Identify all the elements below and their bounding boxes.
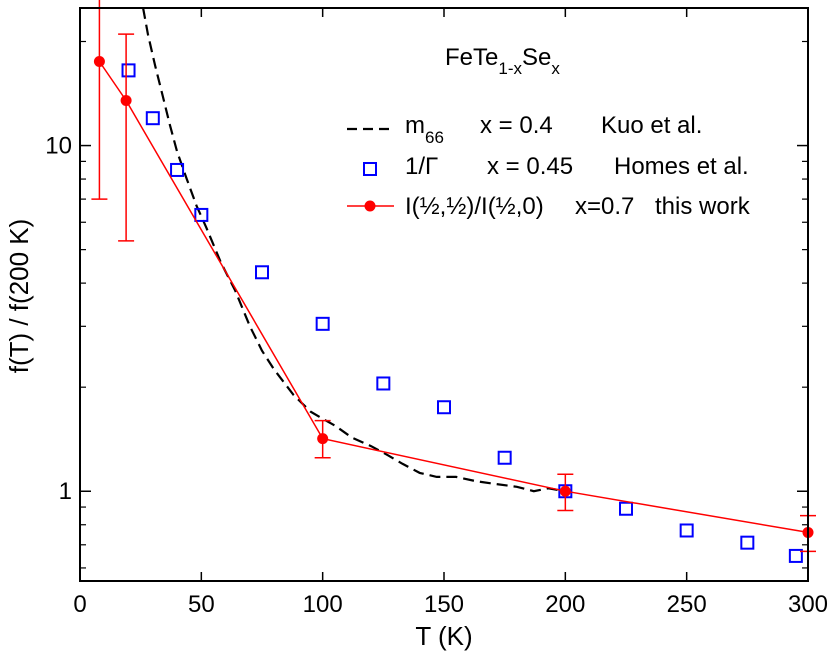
x-tick-label: 250 xyxy=(667,591,707,618)
x-tick-label: 200 xyxy=(545,591,585,618)
series-gamma-point xyxy=(437,400,451,415)
x-axis-label: T (K) xyxy=(415,621,472,651)
y-axis-label: f(T) / f(200 K) xyxy=(4,219,34,374)
series-ratio-point xyxy=(120,95,132,107)
series-gamma-point xyxy=(497,450,512,465)
series-m66-line xyxy=(142,8,566,493)
series-gamma-point xyxy=(255,265,269,280)
series-gamma-point xyxy=(376,376,391,391)
x-tick-label: 300 xyxy=(788,591,828,618)
legend-ratio-doping: x=0.7 xyxy=(575,193,634,220)
legend-gamma-swatch xyxy=(363,162,377,176)
series-gamma-point xyxy=(170,162,185,177)
legend-compound-title: FeTe1-xSex xyxy=(445,44,560,78)
legend-ratio-swatch-marker xyxy=(364,200,376,212)
x-tick-label: 150 xyxy=(424,591,464,618)
series-gamma-point xyxy=(740,535,755,550)
series-gamma-point xyxy=(194,207,209,222)
legend: FeTe1-xSex m66 x = 0.4 Kuo et al. 1/Γ x … xyxy=(347,44,751,220)
series-ratio-point xyxy=(559,485,571,497)
x-tick-label: 100 xyxy=(303,591,343,618)
legend-m66-label: m66 xyxy=(405,112,444,147)
legend-gamma-doping: x = 0.45 xyxy=(487,153,573,180)
legend-m66-source: Kuo et al. xyxy=(601,112,702,139)
y-tick-label: 10 xyxy=(45,133,72,160)
tick-marks xyxy=(79,8,809,581)
legend-gamma-label: 1/Γ xyxy=(405,153,438,180)
legend-gamma-source: Homes et al. xyxy=(614,153,749,180)
plot-frame xyxy=(79,7,809,582)
x-tick-label: 0 xyxy=(73,591,86,618)
series-gamma-point xyxy=(619,501,633,516)
series-gamma-point xyxy=(145,111,160,126)
y-tick-label: 1 xyxy=(59,478,72,505)
series-gamma-point xyxy=(315,316,330,331)
series-ratio-point xyxy=(317,433,329,445)
tick-labels: 0 50 100 150 200 250 300 1 10 xyxy=(45,133,828,618)
series-layer xyxy=(91,0,816,563)
x-tick-label: 50 xyxy=(188,591,215,618)
legend-m66-doping: x = 0.4 xyxy=(480,112,553,139)
series-gamma-point xyxy=(788,548,803,563)
series-gamma-point xyxy=(679,523,694,538)
legend-ratio-source: this work xyxy=(655,193,751,220)
series-ratio-point xyxy=(93,56,105,68)
series-gamma-point xyxy=(121,63,136,78)
legend-ratio-label: I(½,½)/I(½,0) xyxy=(405,193,544,220)
